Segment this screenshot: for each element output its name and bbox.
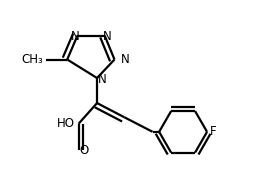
Text: N: N (102, 30, 111, 43)
Text: O: O (80, 145, 89, 158)
Text: N: N (98, 73, 107, 86)
Text: CH₃: CH₃ (22, 53, 43, 66)
Text: N: N (121, 53, 130, 66)
Text: F: F (210, 125, 216, 138)
Text: N: N (71, 30, 80, 43)
Text: HO: HO (57, 117, 75, 130)
